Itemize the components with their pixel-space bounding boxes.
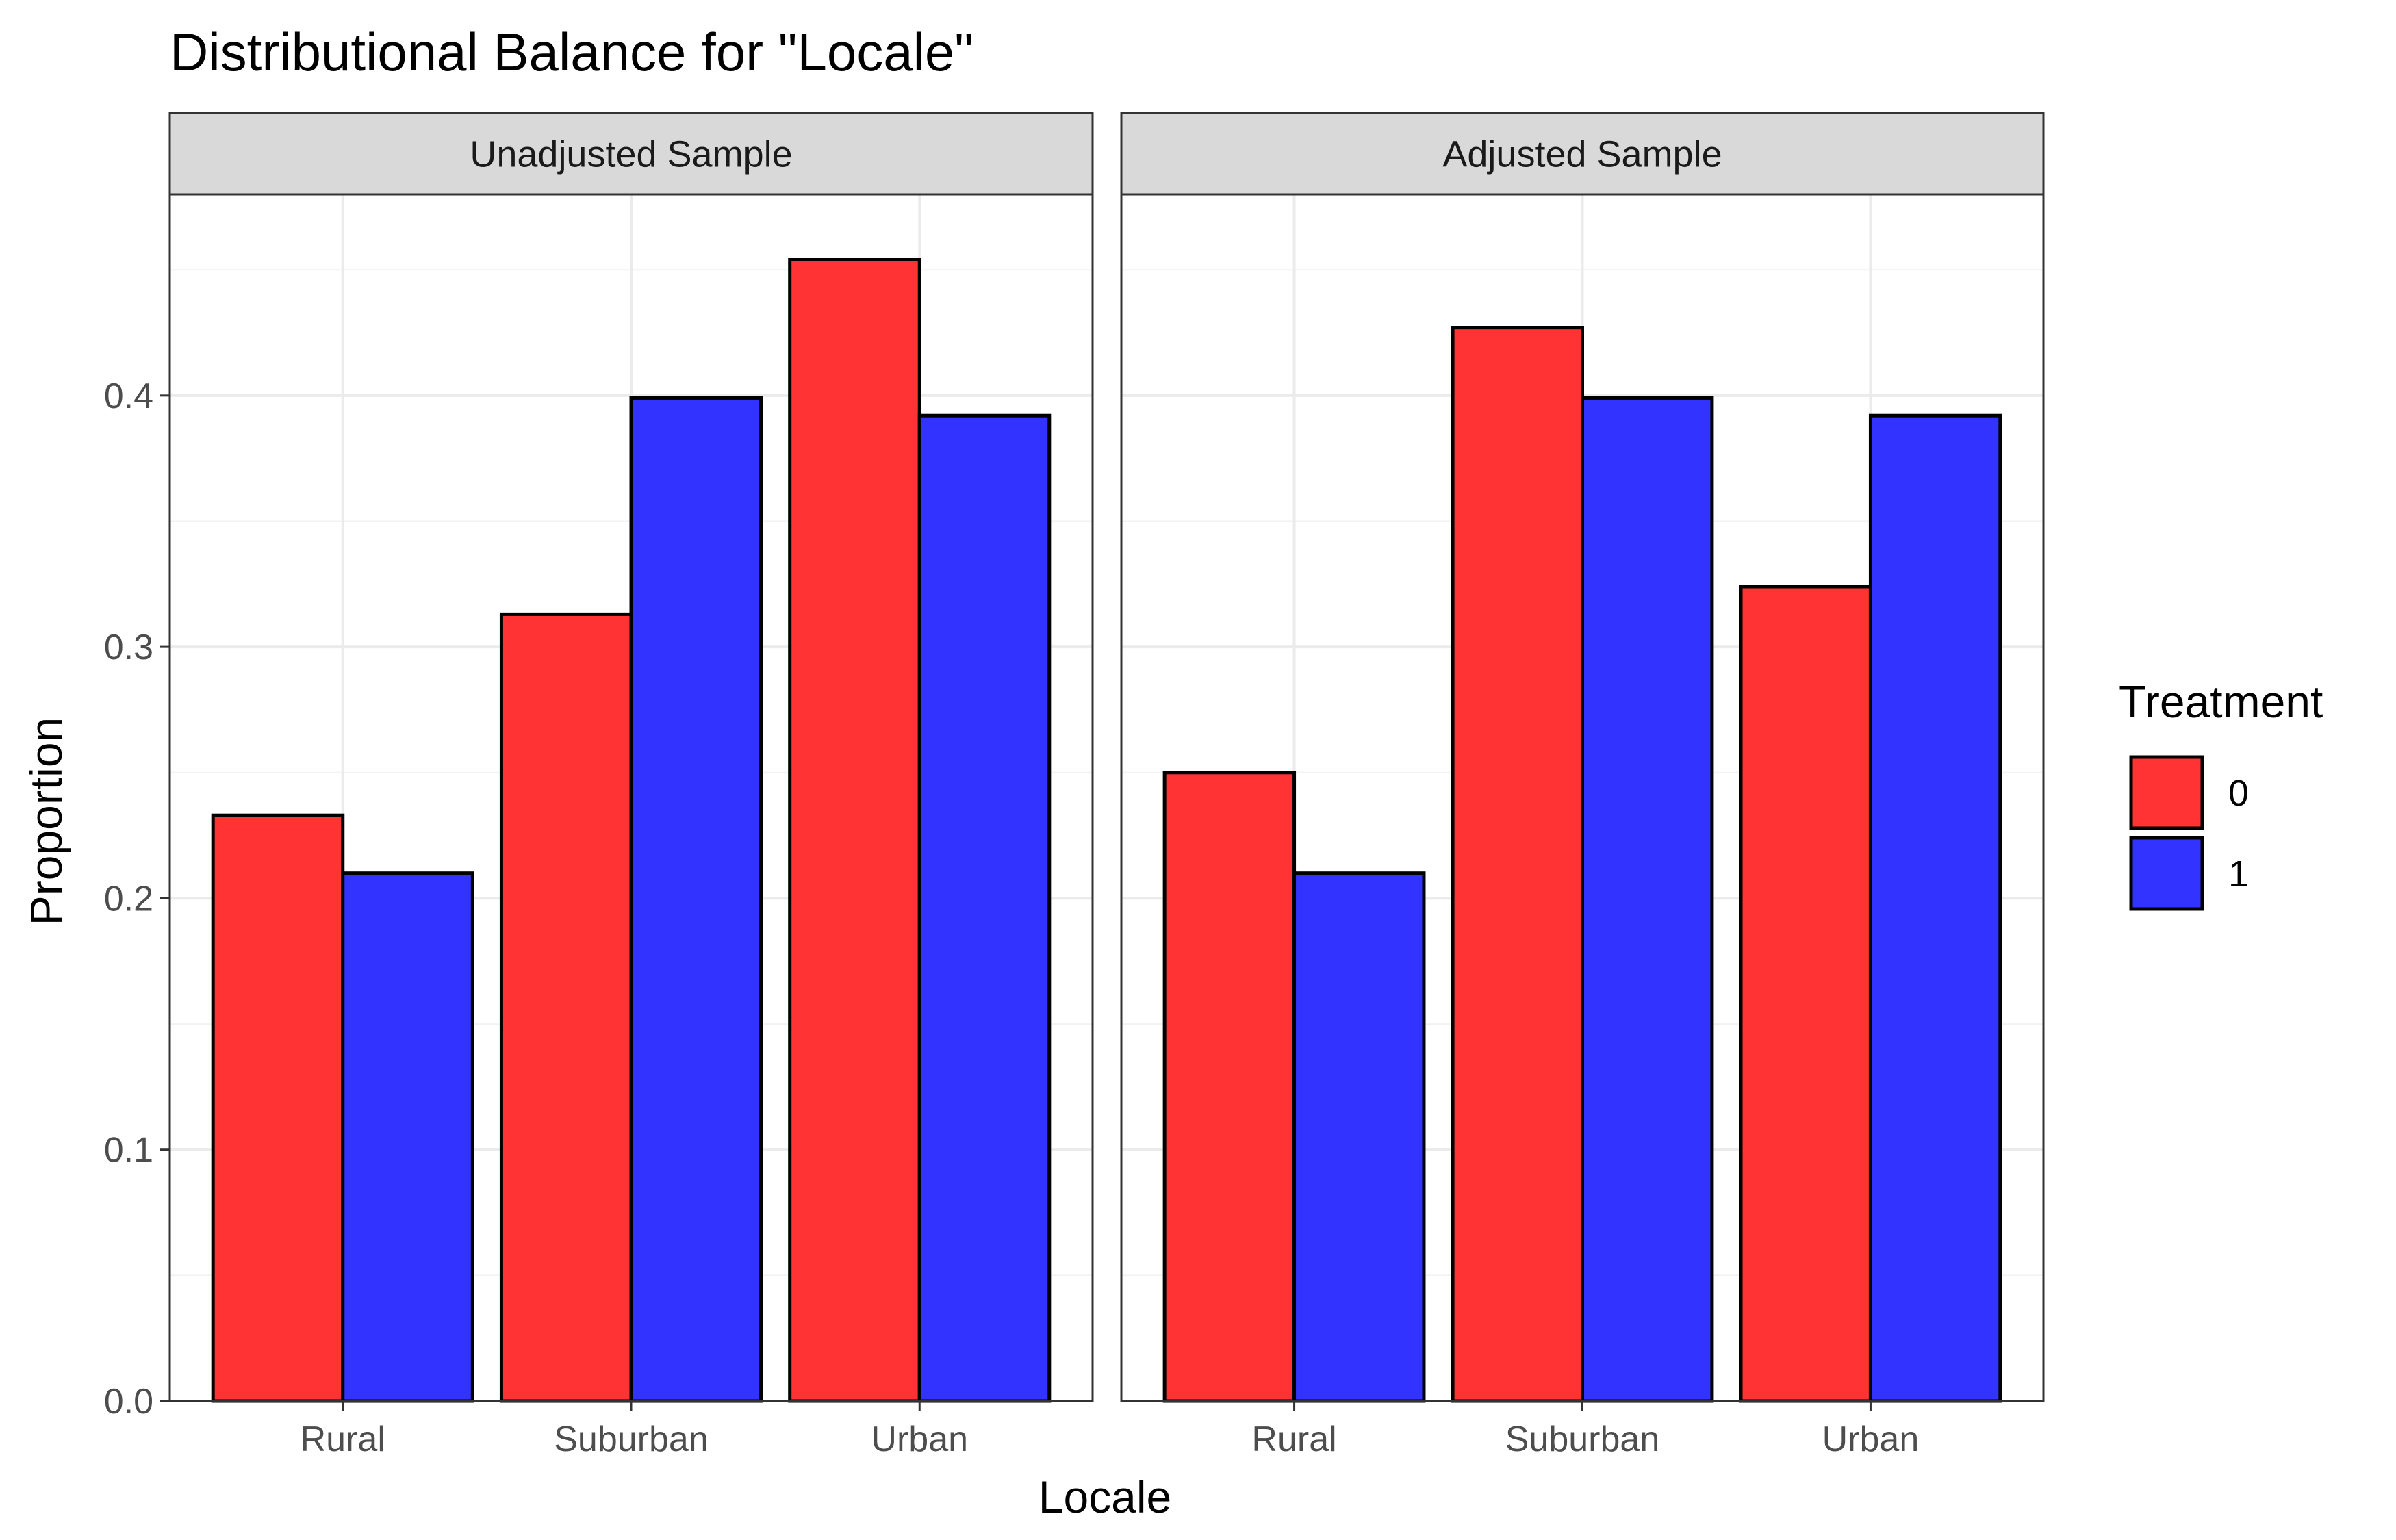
bar-urban-treatment-0: [1739, 585, 1872, 1403]
strip-label: Adjusted Sample: [1442, 134, 1722, 175]
legend-key-1: [2129, 836, 2204, 911]
legend-key-0: [2129, 755, 2204, 830]
y-tick-label: 0.4: [104, 376, 153, 416]
strip-background: [168, 112, 1094, 196]
bar-urban-treatment-1: [1868, 413, 2002, 1403]
y-axis-title: Proportion: [21, 717, 71, 926]
x-tick-label: Rural: [1251, 1420, 1336, 1459]
panel-1: Unadjusted Sample Rural Suburban Urban: [168, 112, 1094, 1459]
y-axis: 0.0 0.1 0.2 0.3 0.4: [104, 376, 170, 1422]
strip-label: Unadjusted Sample: [470, 134, 792, 175]
bar-suburban-treatment-0: [1451, 326, 1584, 1403]
bar-rural-treatment-1: [341, 871, 474, 1403]
bar-rural-treatment-1: [1292, 871, 1426, 1403]
legend-label-0: 0: [2228, 773, 2249, 814]
bar-urban-treatment-1: [917, 413, 1052, 1403]
bar-rural-treatment-0: [1162, 771, 1297, 1403]
y-tick-label: 0.0: [104, 1382, 153, 1422]
legend-title: Treatment: [2119, 676, 2323, 727]
y-tick-label: 0.3: [104, 628, 153, 667]
bar-rural-treatment-0: [211, 813, 345, 1403]
bar-suburban-treatment-1: [1581, 396, 1714, 1403]
x-tick-label: Urban: [1822, 1420, 1920, 1459]
x-tick-label: Rural: [301, 1420, 385, 1459]
legend: Treatment 0 1: [2119, 676, 2323, 911]
x-axis-title: Locale: [1038, 1472, 1172, 1522]
chart-title: Distributional Balance for "Locale": [170, 22, 973, 82]
bar-suburban-treatment-0: [499, 612, 633, 1403]
x-tick-label: Suburban: [554, 1420, 709, 1459]
legend-label-1: 1: [2228, 854, 2249, 895]
strip-background: [1120, 112, 2045, 196]
bar-suburban-treatment-1: [629, 396, 763, 1403]
bar-urban-treatment-0: [788, 257, 921, 1403]
y-tick-label: 0.1: [104, 1131, 153, 1170]
panel-2: Adjusted Sample Rural Suburban Urban: [1120, 112, 2045, 1459]
x-tick-label: Suburban: [1505, 1420, 1660, 1459]
y-tick-label: 0.2: [104, 879, 153, 919]
x-tick-label: Urban: [871, 1420, 968, 1459]
